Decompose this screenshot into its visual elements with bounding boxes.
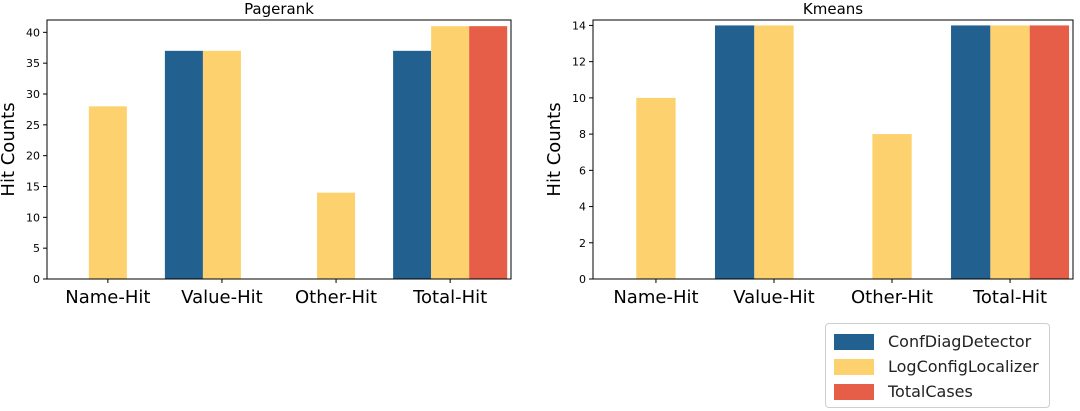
y-tick-label: 12	[572, 56, 586, 69]
x-tick-label-total-hit: Total-Hit	[412, 287, 487, 308]
bar-confdiagdetector-total-hit	[393, 50, 432, 279]
bar-confdiagdetector-value-hit	[714, 25, 755, 280]
x-tick-label-value-hit: Value-Hit	[733, 287, 815, 308]
y-tick-label: 10	[26, 211, 40, 224]
y-axis-label: Hit Counts	[0, 102, 19, 196]
y-tick-label: 40	[26, 26, 40, 39]
bar-logconfiglocalizer-other-hit	[317, 192, 356, 279]
bar-confdiagdetector-value-hit	[164, 50, 203, 279]
y-axis-label: Hit Counts	[544, 102, 565, 196]
legend-label: ConfDiagDetector	[888, 332, 1032, 351]
legend: ConfDiagDetector LogConfigLocalizer Tota…	[825, 323, 1050, 408]
legend-swatch-totalcases	[834, 383, 874, 400]
y-tick-label: 0	[33, 273, 40, 286]
bar-confdiagdetector-total-hit	[951, 25, 991, 280]
chart-title: Kmeans	[803, 0, 863, 18]
bar-logconfiglocalizer-value-hit	[754, 25, 794, 280]
chart-panel-pagerank: 0 5 10 15 20 25 30 35 40 Name-Hit Value-Hit Other-H…	[0, 0, 512, 308]
legend-item-confdiagdetector: ConfDiagDetector	[834, 329, 1041, 354]
bar-totalcases-total-hit	[469, 26, 508, 280]
bar-logconfiglocalizer-other-hit	[872, 134, 912, 279]
bar-logconfiglocalizer-name-hit	[636, 97, 676, 279]
y-tick-label: 2	[579, 237, 586, 250]
x-tick-label-other-hit: Other-Hit	[295, 287, 377, 308]
x-tick-label-other-hit: Other-Hit	[851, 287, 933, 308]
chart-title: Pagerank	[244, 0, 314, 18]
chart-panel-kmeans: 0 2 4 6 8 10 12 14 Name-Hit Value-Hit Other-Hit Tot…	[544, 0, 1074, 308]
y-tick-label: 6	[579, 164, 586, 177]
x-tick-label-name-hit: Name-Hit	[613, 287, 698, 308]
legend-label: LogConfigLocalizer	[888, 357, 1039, 376]
y-tick-label: 8	[579, 128, 586, 141]
legend-swatch-confdiagdetector	[834, 333, 874, 350]
y-tick-label: 0	[579, 273, 586, 286]
bar-totalcases-total-hit	[1029, 25, 1070, 280]
y-tick-label: 14	[572, 19, 586, 32]
y-tick-label: 25	[26, 119, 40, 132]
y-tick-label: 35	[26, 57, 40, 70]
y-tick-label: 30	[26, 88, 40, 101]
y-tick-label: 5	[33, 242, 40, 255]
bar-logconfiglocalizer-total-hit	[990, 25, 1030, 280]
legend-label: TotalCases	[888, 382, 973, 401]
x-tick-label-name-hit: Name-Hit	[65, 287, 150, 308]
bar-logconfiglocalizer-name-hit	[88, 106, 127, 279]
y-tick-label: 4	[579, 201, 586, 214]
x-tick-label-value-hit: Value-Hit	[181, 287, 263, 308]
legend-item-logconfiglocalizer: LogConfigLocalizer	[834, 354, 1041, 379]
legend-swatch-logconfiglocalizer	[834, 358, 874, 375]
legend-item-totalcases: TotalCases	[834, 379, 1041, 404]
x-tick-label-total-hit: Total-Hit	[972, 287, 1047, 308]
plot-frame	[592, 19, 1074, 280]
y-tick-label: 20	[26, 150, 40, 163]
y-tick-label: 15	[26, 181, 40, 194]
bar-logconfiglocalizer-total-hit	[431, 26, 470, 280]
y-tick-label: 10	[572, 92, 586, 105]
bar-logconfiglocalizer-value-hit	[202, 50, 241, 279]
plot-frame	[46, 19, 512, 280]
